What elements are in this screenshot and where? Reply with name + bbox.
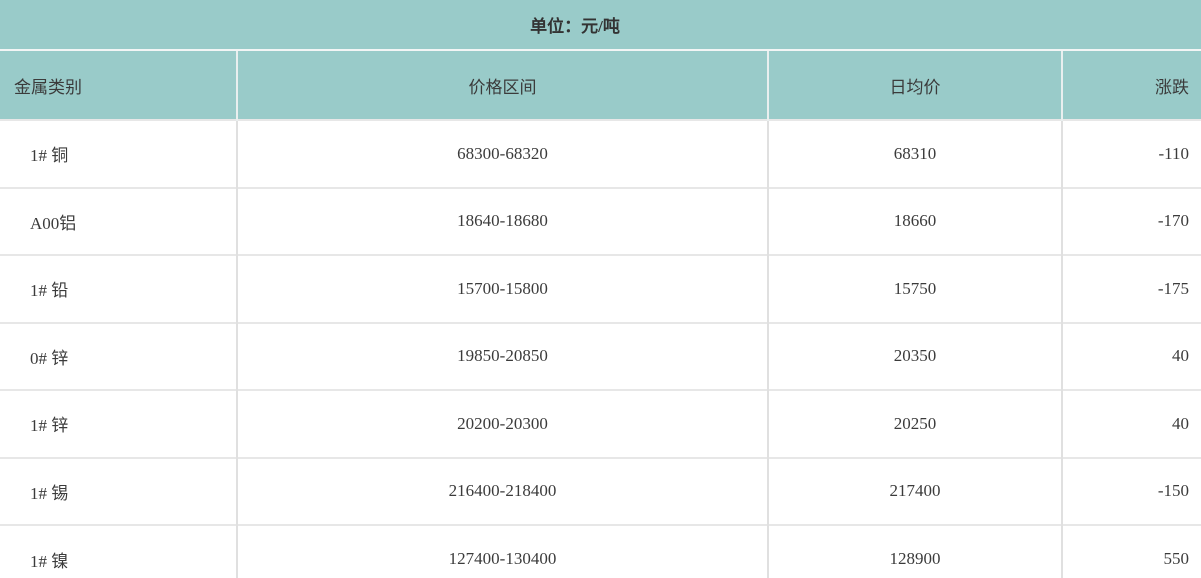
change-cell: -170 bbox=[1062, 186, 1201, 255]
table-header-row: 金属类别 价格区间 日均价 涨跌 bbox=[0, 51, 1201, 120]
unit-label: 单位：元/吨 bbox=[530, 17, 620, 36]
change-cell: -110 bbox=[1062, 119, 1201, 188]
daily-avg-cell: 15750 bbox=[768, 254, 1063, 323]
daily-avg-cell: 20250 bbox=[768, 389, 1063, 458]
col-header-price-range: 价格区间 bbox=[237, 51, 769, 120]
metal-cell: 0# 锌 bbox=[0, 321, 238, 390]
table-row: 1# 镍 127400-130400 128900 550 bbox=[0, 524, 1201, 578]
price-range-cell: 15700-15800 bbox=[237, 254, 769, 323]
table-row: 1# 锡 216400-218400 217400 -150 bbox=[0, 456, 1201, 525]
col-header-metal-category: 金属类别 bbox=[0, 51, 238, 120]
metal-cell: 1# 锌 bbox=[0, 389, 238, 458]
daily-avg-cell: 217400 bbox=[768, 456, 1063, 525]
metal-price-table: 金属类别 价格区间 日均价 涨跌 1# 铜 68300-68320 68310 … bbox=[0, 51, 1201, 578]
price-range-cell: 19850-20850 bbox=[237, 321, 769, 390]
table-row: 0# 锌 19850-20850 20350 40 bbox=[0, 321, 1201, 390]
col-header-daily-average: 日均价 bbox=[768, 51, 1063, 120]
col-header-change: 涨跌 bbox=[1062, 51, 1201, 120]
change-cell: 40 bbox=[1062, 389, 1201, 458]
change-cell: 40 bbox=[1062, 321, 1201, 390]
metal-cell: 1# 铜 bbox=[0, 119, 238, 188]
price-range-cell: 216400-218400 bbox=[237, 456, 769, 525]
daily-avg-cell: 68310 bbox=[768, 119, 1063, 188]
change-cell: 550 bbox=[1062, 524, 1201, 578]
metal-cell: 1# 铅 bbox=[0, 254, 238, 323]
metal-cell: 1# 锡 bbox=[0, 456, 238, 525]
change-cell: -150 bbox=[1062, 456, 1201, 525]
unit-banner: 单位：元/吨 bbox=[0, 0, 1201, 51]
price-range-cell: 20200-20300 bbox=[237, 389, 769, 458]
price-range-cell: 68300-68320 bbox=[237, 119, 769, 188]
metal-cell: A00铝 bbox=[0, 186, 238, 255]
table-row: 1# 铜 68300-68320 68310 -110 bbox=[0, 119, 1201, 188]
daily-avg-cell: 128900 bbox=[768, 524, 1063, 578]
price-range-cell: 127400-130400 bbox=[237, 524, 769, 578]
daily-avg-cell: 20350 bbox=[768, 321, 1063, 390]
change-cell: -175 bbox=[1062, 254, 1201, 323]
metal-cell: 1# 镍 bbox=[0, 524, 238, 578]
daily-avg-cell: 18660 bbox=[768, 186, 1063, 255]
table-row: A00铝 18640-18680 18660 -170 bbox=[0, 186, 1201, 255]
table-row: 1# 锌 20200-20300 20250 40 bbox=[0, 389, 1201, 458]
table-row: 1# 铅 15700-15800 15750 -175 bbox=[0, 254, 1201, 323]
price-range-cell: 18640-18680 bbox=[237, 186, 769, 255]
